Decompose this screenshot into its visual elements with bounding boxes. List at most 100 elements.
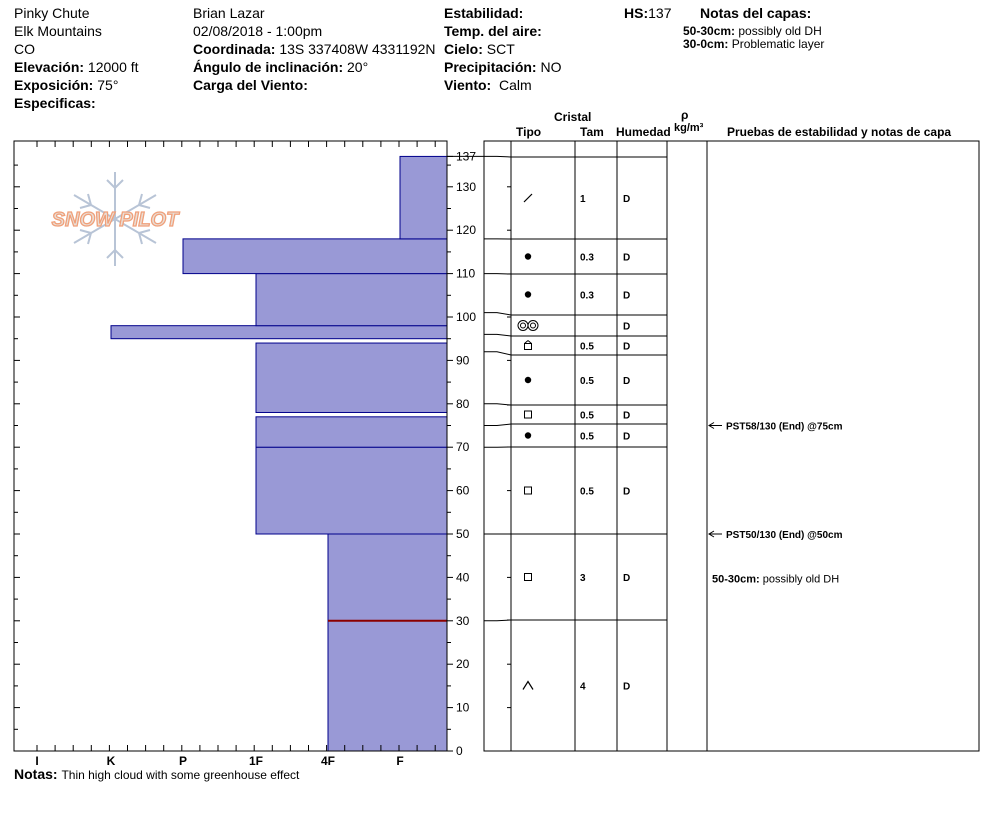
layer-size: 1 bbox=[580, 194, 586, 205]
density-rho-header: ρ bbox=[681, 108, 689, 122]
faceted-crystals-icon bbox=[524, 486, 532, 495]
hardness-bar bbox=[399, 155, 448, 240]
crystal-header: Cristal bbox=[554, 110, 592, 124]
hardness-bar bbox=[255, 446, 448, 535]
layer-row: 0.5 D bbox=[524, 340, 630, 353]
layer-size: 0.5 bbox=[580, 342, 594, 353]
layer-connector bbox=[484, 351, 512, 356]
layer-size: 0.3 bbox=[580, 291, 594, 302]
decomposing-particles-icon bbox=[523, 193, 533, 203]
layer-size: 3 bbox=[580, 573, 586, 584]
rounded-grains-icon bbox=[524, 432, 532, 439]
layer-moisture: D bbox=[623, 322, 630, 333]
layer-comment-range: 50-30cm: bbox=[712, 573, 763, 585]
melt-freeze-crust-icon bbox=[520, 322, 526, 329]
slope-angle: Ángulo de inclinación: 20° bbox=[193, 59, 369, 75]
layer-moisture: D bbox=[623, 376, 630, 387]
location: Pinky Chute bbox=[14, 5, 90, 21]
layer-row: 0.3 D bbox=[524, 253, 630, 264]
depth-tick-label: 0 bbox=[456, 744, 463, 758]
depth-tick-label: 80 bbox=[456, 397, 470, 411]
depth-tick-label: 70 bbox=[456, 440, 470, 454]
mixed-forms-icon bbox=[524, 340, 529, 344]
depth-tick-label: 137 bbox=[456, 149, 476, 163]
depth-tick-label: 30 bbox=[456, 614, 470, 628]
state: CO bbox=[14, 41, 35, 57]
depth-tick-label: 90 bbox=[456, 353, 470, 367]
layer-note-item: 50-30cm: possibly old DH bbox=[683, 24, 822, 38]
rounded-grains-icon bbox=[524, 253, 532, 260]
melt-freeze-crust-icon bbox=[527, 320, 539, 331]
layer-size: 0.5 bbox=[580, 411, 594, 422]
stability-test-result: PST50/130 (End) @50cm bbox=[726, 530, 843, 541]
layer-size: 0.3 bbox=[580, 253, 594, 264]
layer-moisture: D bbox=[623, 682, 630, 693]
tests-header: Pruebas de estabilidad y notas de capa bbox=[727, 125, 952, 139]
melt-freeze-crust-icon bbox=[517, 320, 529, 331]
hardness-bar bbox=[255, 416, 448, 448]
layer-comment-text: possibly old DH bbox=[763, 573, 839, 585]
layer-moisture: D bbox=[623, 432, 630, 443]
layer-row: 0.5 D bbox=[524, 410, 630, 422]
layer-moisture: D bbox=[623, 291, 630, 302]
layer-connector bbox=[484, 333, 512, 337]
layer-row: 0.5 D bbox=[524, 486, 630, 498]
specifics-label: Especificas: bbox=[14, 95, 96, 111]
depth-tick-label: 40 bbox=[456, 570, 470, 584]
layer-size: 0.5 bbox=[580, 376, 594, 387]
hardness-tick-label: 1F bbox=[249, 754, 263, 768]
stability-label: Estabilidad: bbox=[444, 5, 524, 21]
snow-height: HS:137 bbox=[624, 5, 672, 21]
coordinates: Coordinada: 13S 337408W 4331192N bbox=[193, 41, 436, 57]
layer-connector bbox=[484, 423, 512, 426]
layer-connector bbox=[484, 312, 512, 316]
depth-tick-label: 10 bbox=[456, 701, 470, 715]
depth-tick-label: 50 bbox=[456, 527, 470, 541]
depth-hoar-icon bbox=[522, 680, 534, 690]
melt-freeze-crust-icon bbox=[530, 322, 536, 329]
depth-tick-label: 100 bbox=[456, 310, 476, 324]
depth-tick-label: 110 bbox=[456, 267, 475, 281]
elevation: Elevación: 12000 ft bbox=[14, 59, 139, 75]
layer-row: 0.5 D bbox=[524, 376, 630, 387]
layer-table-frame bbox=[483, 140, 980, 752]
layer-comment: 50-30cm: possibly old DH bbox=[712, 573, 839, 585]
hardness-tick-label: K bbox=[107, 754, 116, 768]
hardness-bar bbox=[110, 325, 448, 340]
logo-text: SNOW PILOT bbox=[52, 209, 180, 231]
layer-moisture: D bbox=[623, 253, 630, 264]
hardness-bar bbox=[182, 238, 448, 275]
precipitation: Precipitación: NO bbox=[444, 59, 562, 75]
hardness-bar bbox=[255, 342, 448, 413]
hardness-frame bbox=[13, 140, 448, 752]
layer-notes-title: Notas del capas: bbox=[700, 5, 812, 21]
snowflake-icon bbox=[73, 172, 157, 266]
arrow-left-icon bbox=[708, 422, 715, 429]
notes: Notas: Thin high cloud with some greenho… bbox=[14, 766, 300, 782]
hardness-tick-label: I bbox=[35, 754, 38, 768]
hardness-tick-label: P bbox=[179, 754, 187, 768]
depth-tick-label: 120 bbox=[456, 223, 476, 237]
layer-row: 0.3 D bbox=[524, 291, 630, 302]
stability-test-result: PST58/130 (End) @75cm bbox=[726, 422, 843, 433]
layer-note-item: 30-0cm: Problematic layer bbox=[683, 37, 825, 51]
layer-moisture: D bbox=[623, 487, 630, 498]
aspect: Exposición: 75° bbox=[14, 77, 119, 93]
wind-loading-label: Carga del Viento: bbox=[193, 77, 308, 93]
size-header: Tam bbox=[580, 125, 604, 139]
moisture-header: Humedad bbox=[616, 125, 671, 139]
layer-moisture: D bbox=[623, 342, 630, 353]
mixed-forms-icon bbox=[524, 343, 532, 350]
layer-connector bbox=[484, 619, 512, 622]
layer-connector bbox=[484, 155, 512, 158]
depth-tick-label: 20 bbox=[456, 657, 470, 671]
rounded-grains-icon bbox=[524, 291, 532, 298]
sky: Cielo: SCT bbox=[444, 41, 515, 57]
depth-tick-label: 60 bbox=[456, 484, 470, 498]
layer-size: 4 bbox=[580, 682, 586, 693]
layer-row: 0.5 D bbox=[524, 432, 630, 443]
